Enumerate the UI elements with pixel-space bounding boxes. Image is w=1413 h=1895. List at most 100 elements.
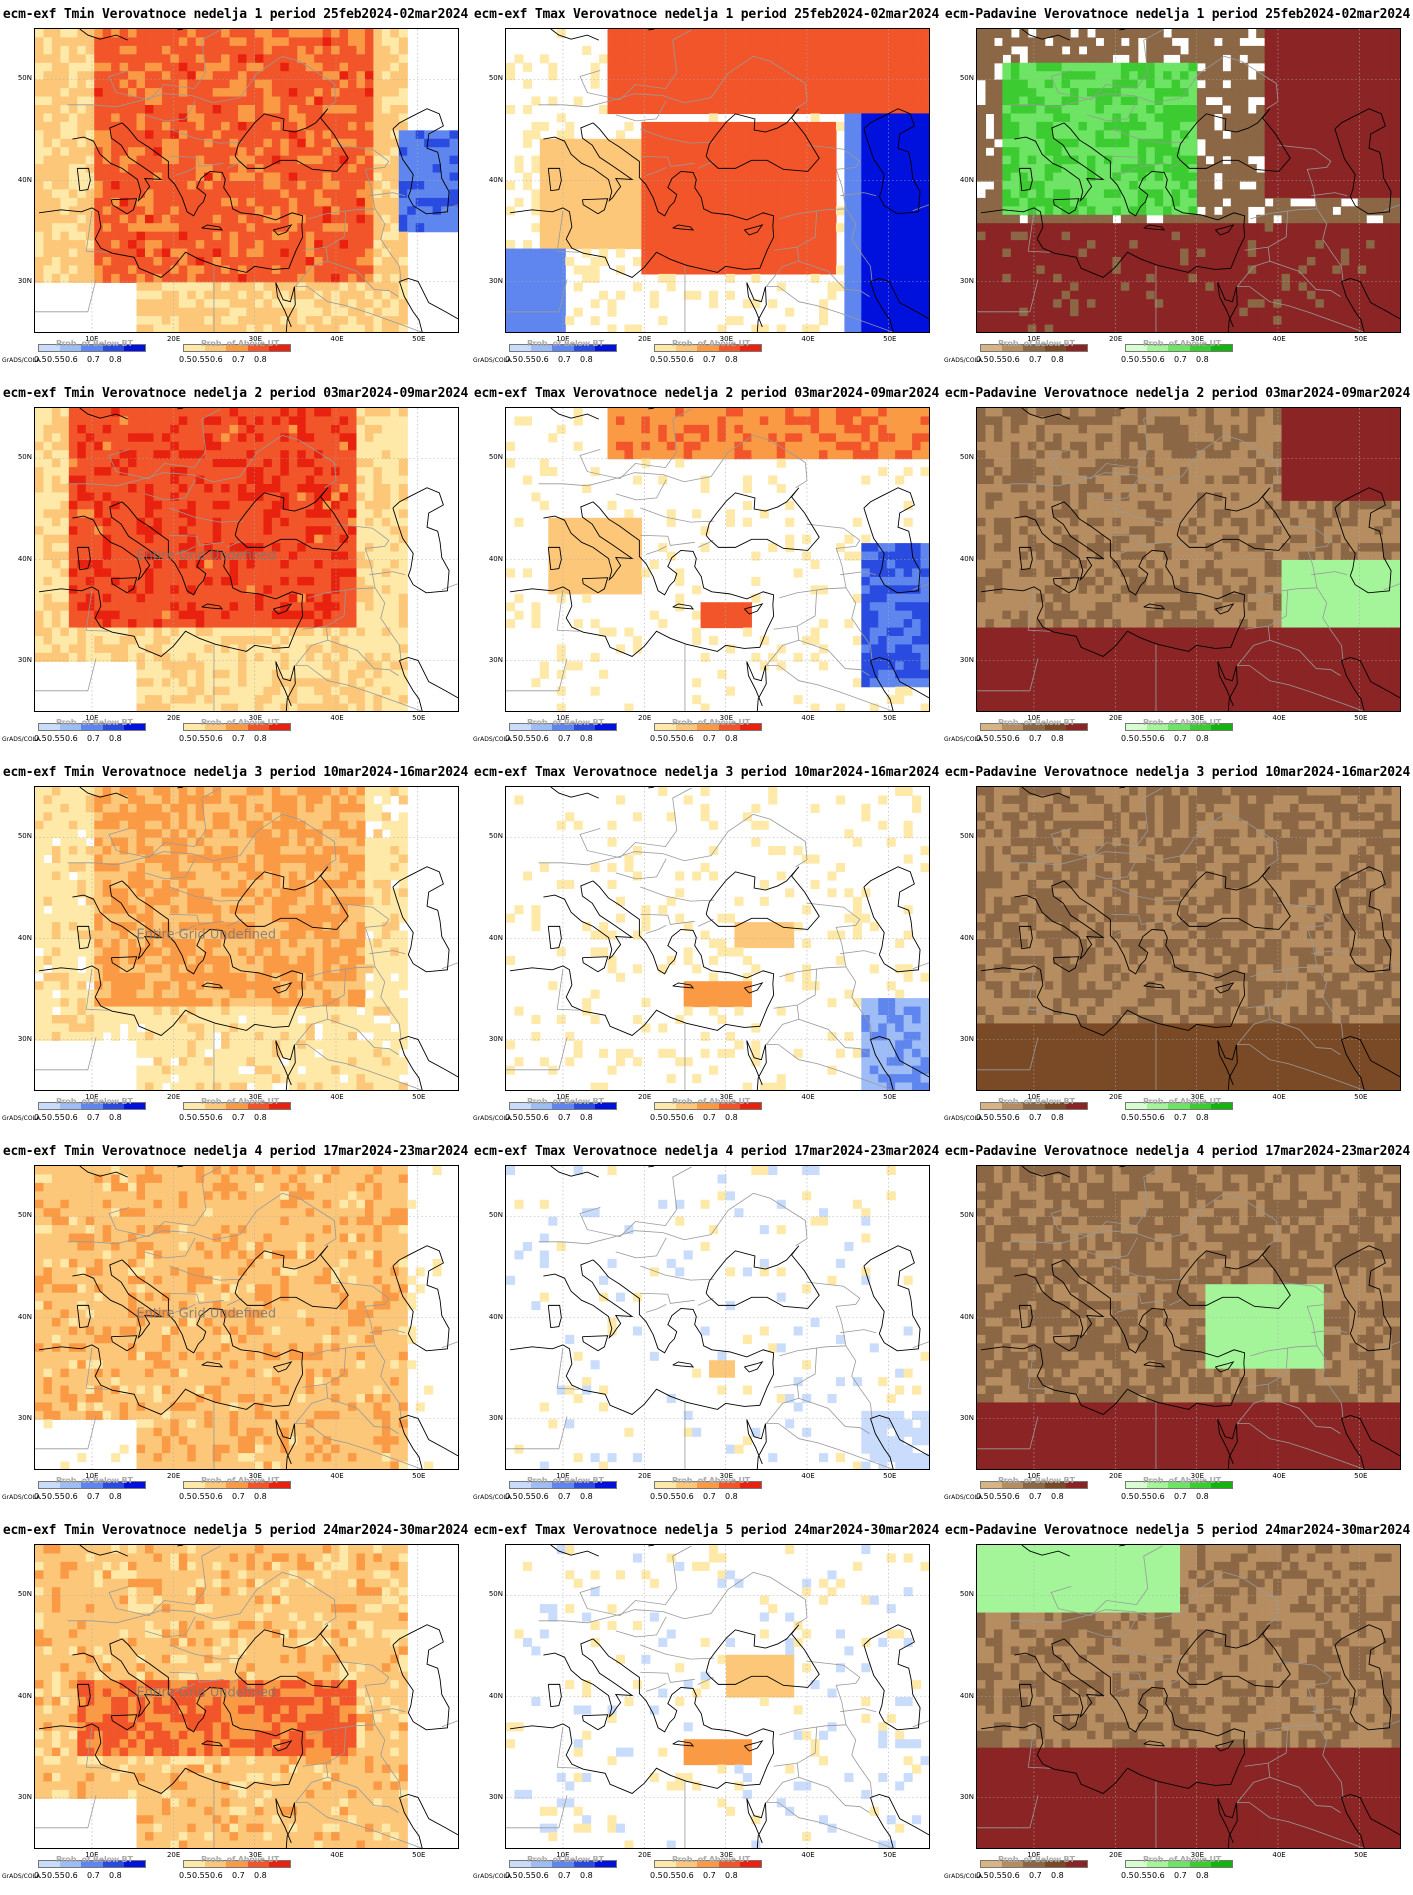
legend-swatch	[123, 1103, 146, 1109]
legend-swatch	[531, 1861, 553, 1867]
probability-field	[35, 1166, 442, 1469]
legend-tick: 0.8	[725, 1492, 738, 1501]
legend-tick: 0.8	[1051, 355, 1064, 364]
legend-swatch	[1189, 724, 1211, 730]
y-tick-label: 50N	[8, 453, 32, 461]
x-tick-label: 20E	[638, 1472, 651, 1480]
x-tick-label: 30E	[1191, 335, 1204, 343]
x-tick-label: 20E	[1109, 1093, 1122, 1101]
legend-tick: 0.8	[1196, 734, 1209, 743]
legend-tick: 0.8	[1196, 1113, 1209, 1122]
legend-title: Prob. of Above UT	[201, 718, 279, 727]
y-tick-label: 40N	[8, 934, 32, 942]
legend-swatch	[981, 1482, 1003, 1488]
legend-tick: 0.6	[65, 734, 78, 743]
legend-colorbar	[183, 1481, 291, 1489]
probability-map	[977, 1166, 1400, 1469]
y-tick-label: 40N	[950, 1313, 974, 1321]
legend-swatch	[655, 1861, 677, 1867]
panel-title: ecm-exf Tmin Verovatnoce nedelja 4 perio…	[0, 1144, 471, 1159]
x-tick-label: 20E	[167, 1472, 180, 1480]
legend-tick: 0.55	[663, 734, 681, 743]
legend-swatch	[81, 724, 103, 730]
x-tick-label: 30E	[249, 1472, 262, 1480]
legend-title: Prob. of Above UT	[1143, 1476, 1221, 1485]
y-tick-label: 40N	[479, 1313, 503, 1321]
legend-swatch	[1147, 724, 1169, 730]
legend-title: Prob. of Above UT	[1143, 718, 1221, 727]
legend-swatch	[205, 1861, 227, 1867]
legend-tick: 0.8	[725, 734, 738, 743]
legend-colorbar	[1125, 1481, 1233, 1489]
x-tick-label: 50E	[883, 1093, 896, 1101]
x-tick-label: 30E	[1191, 1472, 1204, 1480]
legend-swatch	[594, 1861, 617, 1867]
legend-swatch	[60, 345, 82, 351]
x-tick-label: 30E	[720, 1093, 733, 1101]
probability-map	[35, 29, 458, 332]
x-tick-label: 10E	[556, 714, 569, 722]
legend-swatch	[718, 724, 740, 730]
map-area: Entire Grid Undefined	[34, 1544, 459, 1849]
x-tick-label: 20E	[167, 1093, 180, 1101]
legend-tick: 0.6	[536, 1871, 549, 1880]
legend-tick: 0.7	[703, 1871, 716, 1880]
y-tick-label: 40N	[8, 1313, 32, 1321]
x-tick-label: 10E	[1027, 1093, 1040, 1101]
legend-swatch	[226, 1482, 248, 1488]
legend-tick: 0.7	[232, 1492, 245, 1501]
legend-swatch	[60, 1482, 82, 1488]
x-tick-label: 10E	[85, 1472, 98, 1480]
legend-swatch	[739, 724, 762, 730]
legend-swatch	[226, 1103, 248, 1109]
legend-title: Prob. of Above UT	[1143, 1097, 1221, 1106]
probability-field	[977, 1545, 1400, 1848]
map-area: Entire Grid Undefined	[34, 1165, 459, 1470]
map-panel-15: ecm-Padavine Verovatnoce nedelja 5 perio…	[942, 1516, 1413, 1895]
legend-tick: 0.7	[87, 1871, 100, 1880]
legend-swatch	[676, 1103, 698, 1109]
legend-colorbar	[654, 344, 762, 352]
legend-colorbar	[1125, 344, 1233, 352]
map-area	[976, 28, 1401, 333]
grads-credit: GrADS/COLA	[2, 736, 40, 743]
legend-tick: 0.7	[558, 734, 571, 743]
legend-swatch	[39, 1103, 61, 1109]
legend-tick: 0.8	[580, 1871, 593, 1880]
map-area	[976, 407, 1401, 712]
legend-tick: 0.6	[210, 734, 223, 743]
legend-tick: 0.55	[1134, 1871, 1152, 1880]
legend-colorbar	[38, 723, 146, 731]
legend-tick: 0.5	[34, 1113, 47, 1122]
legend-swatch	[39, 1482, 61, 1488]
legend-swatch	[268, 1482, 291, 1488]
legend-tick: 0.7	[703, 1113, 716, 1122]
grads-credit: GrADS/COLA	[944, 736, 982, 743]
legend-tick: 0.8	[725, 1113, 738, 1122]
legend-tick: 0.6	[210, 1871, 223, 1880]
legend-colorbar	[980, 1481, 1088, 1489]
legend-tick: 0.55	[47, 734, 65, 743]
legend-title: Prob. of Above UT	[672, 1476, 750, 1485]
legend-title: Prob. of Above UT	[672, 339, 750, 348]
x-tick-label: 20E	[167, 1851, 180, 1859]
y-tick-label: 30N	[8, 1414, 32, 1422]
legend-tick: 0.5	[505, 734, 518, 743]
legend-tick: 0.7	[558, 355, 571, 364]
legend-tick: 0.55	[47, 1871, 65, 1880]
legend-swatch	[655, 1482, 677, 1488]
map-panel-6: ecm-Padavine Verovatnoce nedelja 2 perio…	[942, 379, 1413, 758]
legend-tick: 0.55	[1134, 1492, 1152, 1501]
x-tick-label: 40E	[330, 1093, 343, 1101]
legend-swatch	[1168, 1103, 1190, 1109]
x-tick-label: 50E	[412, 335, 425, 343]
legend-swatch	[1189, 1103, 1211, 1109]
legend-tick: 0.8	[254, 1871, 267, 1880]
legend-tick: 0.8	[1051, 734, 1064, 743]
legend-tick: 0.55	[1134, 1113, 1152, 1122]
probability-map	[506, 1545, 929, 1848]
x-tick-label: 30E	[249, 1093, 262, 1101]
legend-tick: 0.5	[1121, 1113, 1134, 1122]
legend-tick: 0.5	[1121, 734, 1134, 743]
undefined-grid-note: Entire Grid Undefined	[137, 1307, 277, 1322]
